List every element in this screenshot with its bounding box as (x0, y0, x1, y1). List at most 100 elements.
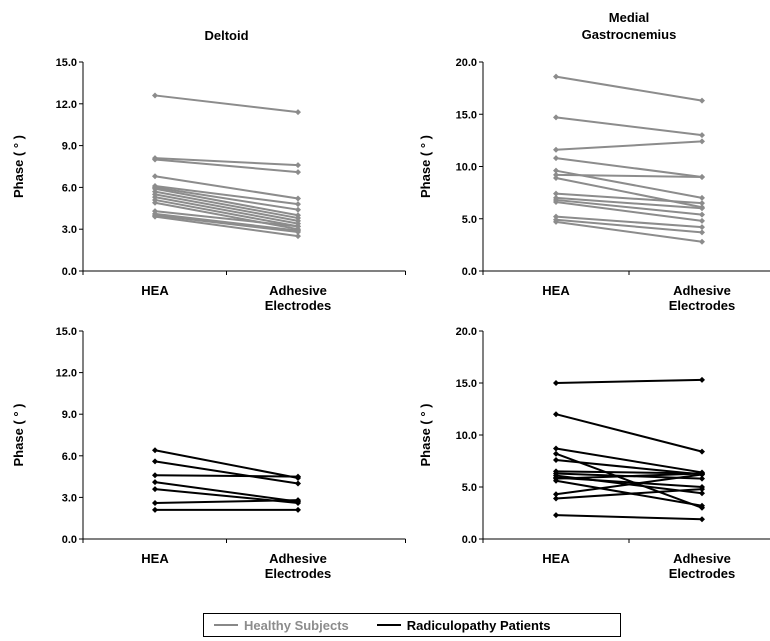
y-tick-label: 9.0 (62, 409, 77, 421)
series-line (555, 447, 703, 474)
data-point (553, 491, 559, 498)
series-line (555, 201, 703, 222)
data-point (295, 169, 301, 176)
chart-panel-1: Deltoid 0.0 3.0 6.0 9.0 12.0 15.0 HEA AdhesiveEl… (11, 28, 406, 313)
data-point (152, 472, 158, 479)
x-category-label: HEA (141, 551, 169, 566)
data-point (295, 233, 301, 240)
data-point (152, 447, 158, 454)
data-point (295, 506, 301, 513)
series-line (154, 499, 299, 504)
data-point (152, 499, 158, 506)
data-point (553, 199, 559, 206)
data-point (553, 190, 559, 197)
data-point (699, 376, 705, 383)
series-line (555, 220, 703, 243)
y-tick-label: 20.0 (456, 326, 477, 338)
series-line (555, 116, 703, 137)
data-point (553, 450, 559, 457)
series-line (555, 198, 703, 216)
y-tick-label: 3.0 (62, 492, 77, 504)
y-axis-label: Phase ( ° ) (11, 135, 26, 198)
x-category-label: Electrodes (669, 566, 735, 581)
y-tick-label: 6.0 (62, 182, 77, 194)
y-tick-label: 5.0 (462, 482, 477, 494)
series-line (154, 474, 299, 478)
x-category-label: Electrodes (265, 298, 331, 313)
data-point (699, 132, 705, 139)
y-tick-label: 15.0 (456, 109, 477, 121)
series-line (555, 413, 703, 453)
y-tick-label: 6.0 (62, 451, 77, 463)
series-line (555, 378, 703, 384)
legend-label-radiculopathy: Radiculopathy Patients (406, 617, 551, 633)
data-point (553, 174, 559, 181)
y-tick-label: 10.0 (456, 162, 477, 174)
data-point (553, 218, 559, 225)
series-line (555, 157, 703, 178)
y-tick-label: 10.0 (456, 430, 477, 442)
x-category-label: Electrodes (265, 566, 331, 581)
legend-swatch-healthy (214, 624, 238, 626)
data-point (699, 490, 705, 497)
y-tick-label: 3.0 (62, 224, 77, 236)
y-tick-label: 15.0 (56, 326, 77, 338)
series-line (555, 514, 703, 521)
data-point (699, 238, 705, 245)
data-point (553, 213, 559, 220)
x-category-label: HEA (542, 551, 570, 566)
series-line (154, 210, 299, 228)
series-line (154, 157, 299, 167)
data-point (553, 456, 559, 463)
x-category-label: Adhesive (673, 551, 731, 566)
series-line (555, 173, 703, 178)
series-line (555, 196, 703, 210)
data-point (295, 497, 301, 504)
series-line (555, 218, 703, 234)
data-point (699, 471, 705, 478)
chart-panel-2: Medial Gastrocnemius 0.0 5.0 10.0 15.0 20.0 HEA… (418, 10, 770, 313)
legend-item-radiculopathy: Radiculopathy Patients (367, 618, 551, 633)
data-point (699, 200, 705, 207)
chart-title: Deltoid (204, 28, 248, 43)
data-point (699, 194, 705, 201)
data-point (152, 92, 158, 99)
data-point (295, 162, 301, 169)
data-point (553, 167, 559, 174)
x-category-label: Adhesive (673, 283, 731, 298)
series-line (154, 187, 299, 217)
data-point (553, 146, 559, 153)
data-point (152, 458, 158, 465)
x-category-label: HEA (141, 283, 169, 298)
data-point (152, 173, 158, 180)
y-tick-label: 5.0 (462, 214, 477, 226)
legend: Healthy Subjects Radiculopathy Patients (203, 613, 621, 637)
series-line (154, 198, 299, 228)
y-tick-label: 15.0 (56, 57, 77, 69)
chart-panel-3: 0.0 3.0 6.0 9.0 12.0 15.0 HEA AdhesiveElectrode… (11, 326, 406, 581)
y-tick-label: 0.0 (62, 534, 77, 546)
series-line (555, 472, 703, 480)
y-tick-label: 12.0 (56, 368, 77, 380)
data-point (295, 109, 301, 116)
data-point (553, 411, 559, 418)
series-line (154, 175, 299, 200)
series-line (555, 75, 703, 102)
y-tick-label: 0.0 (462, 534, 477, 546)
data-point (152, 199, 158, 206)
data-point (699, 224, 705, 231)
legend-label-healthy: Healthy Subjects (244, 617, 349, 633)
data-point (699, 205, 705, 212)
data-point (553, 512, 559, 519)
data-point (295, 473, 301, 480)
series-line (555, 140, 703, 151)
series-line (154, 94, 299, 114)
data-point (699, 97, 705, 104)
x-category-label: Adhesive (269, 551, 327, 566)
series-line (555, 470, 703, 475)
series-line (154, 215, 299, 238)
data-point (553, 477, 559, 484)
series-line (154, 186, 299, 211)
